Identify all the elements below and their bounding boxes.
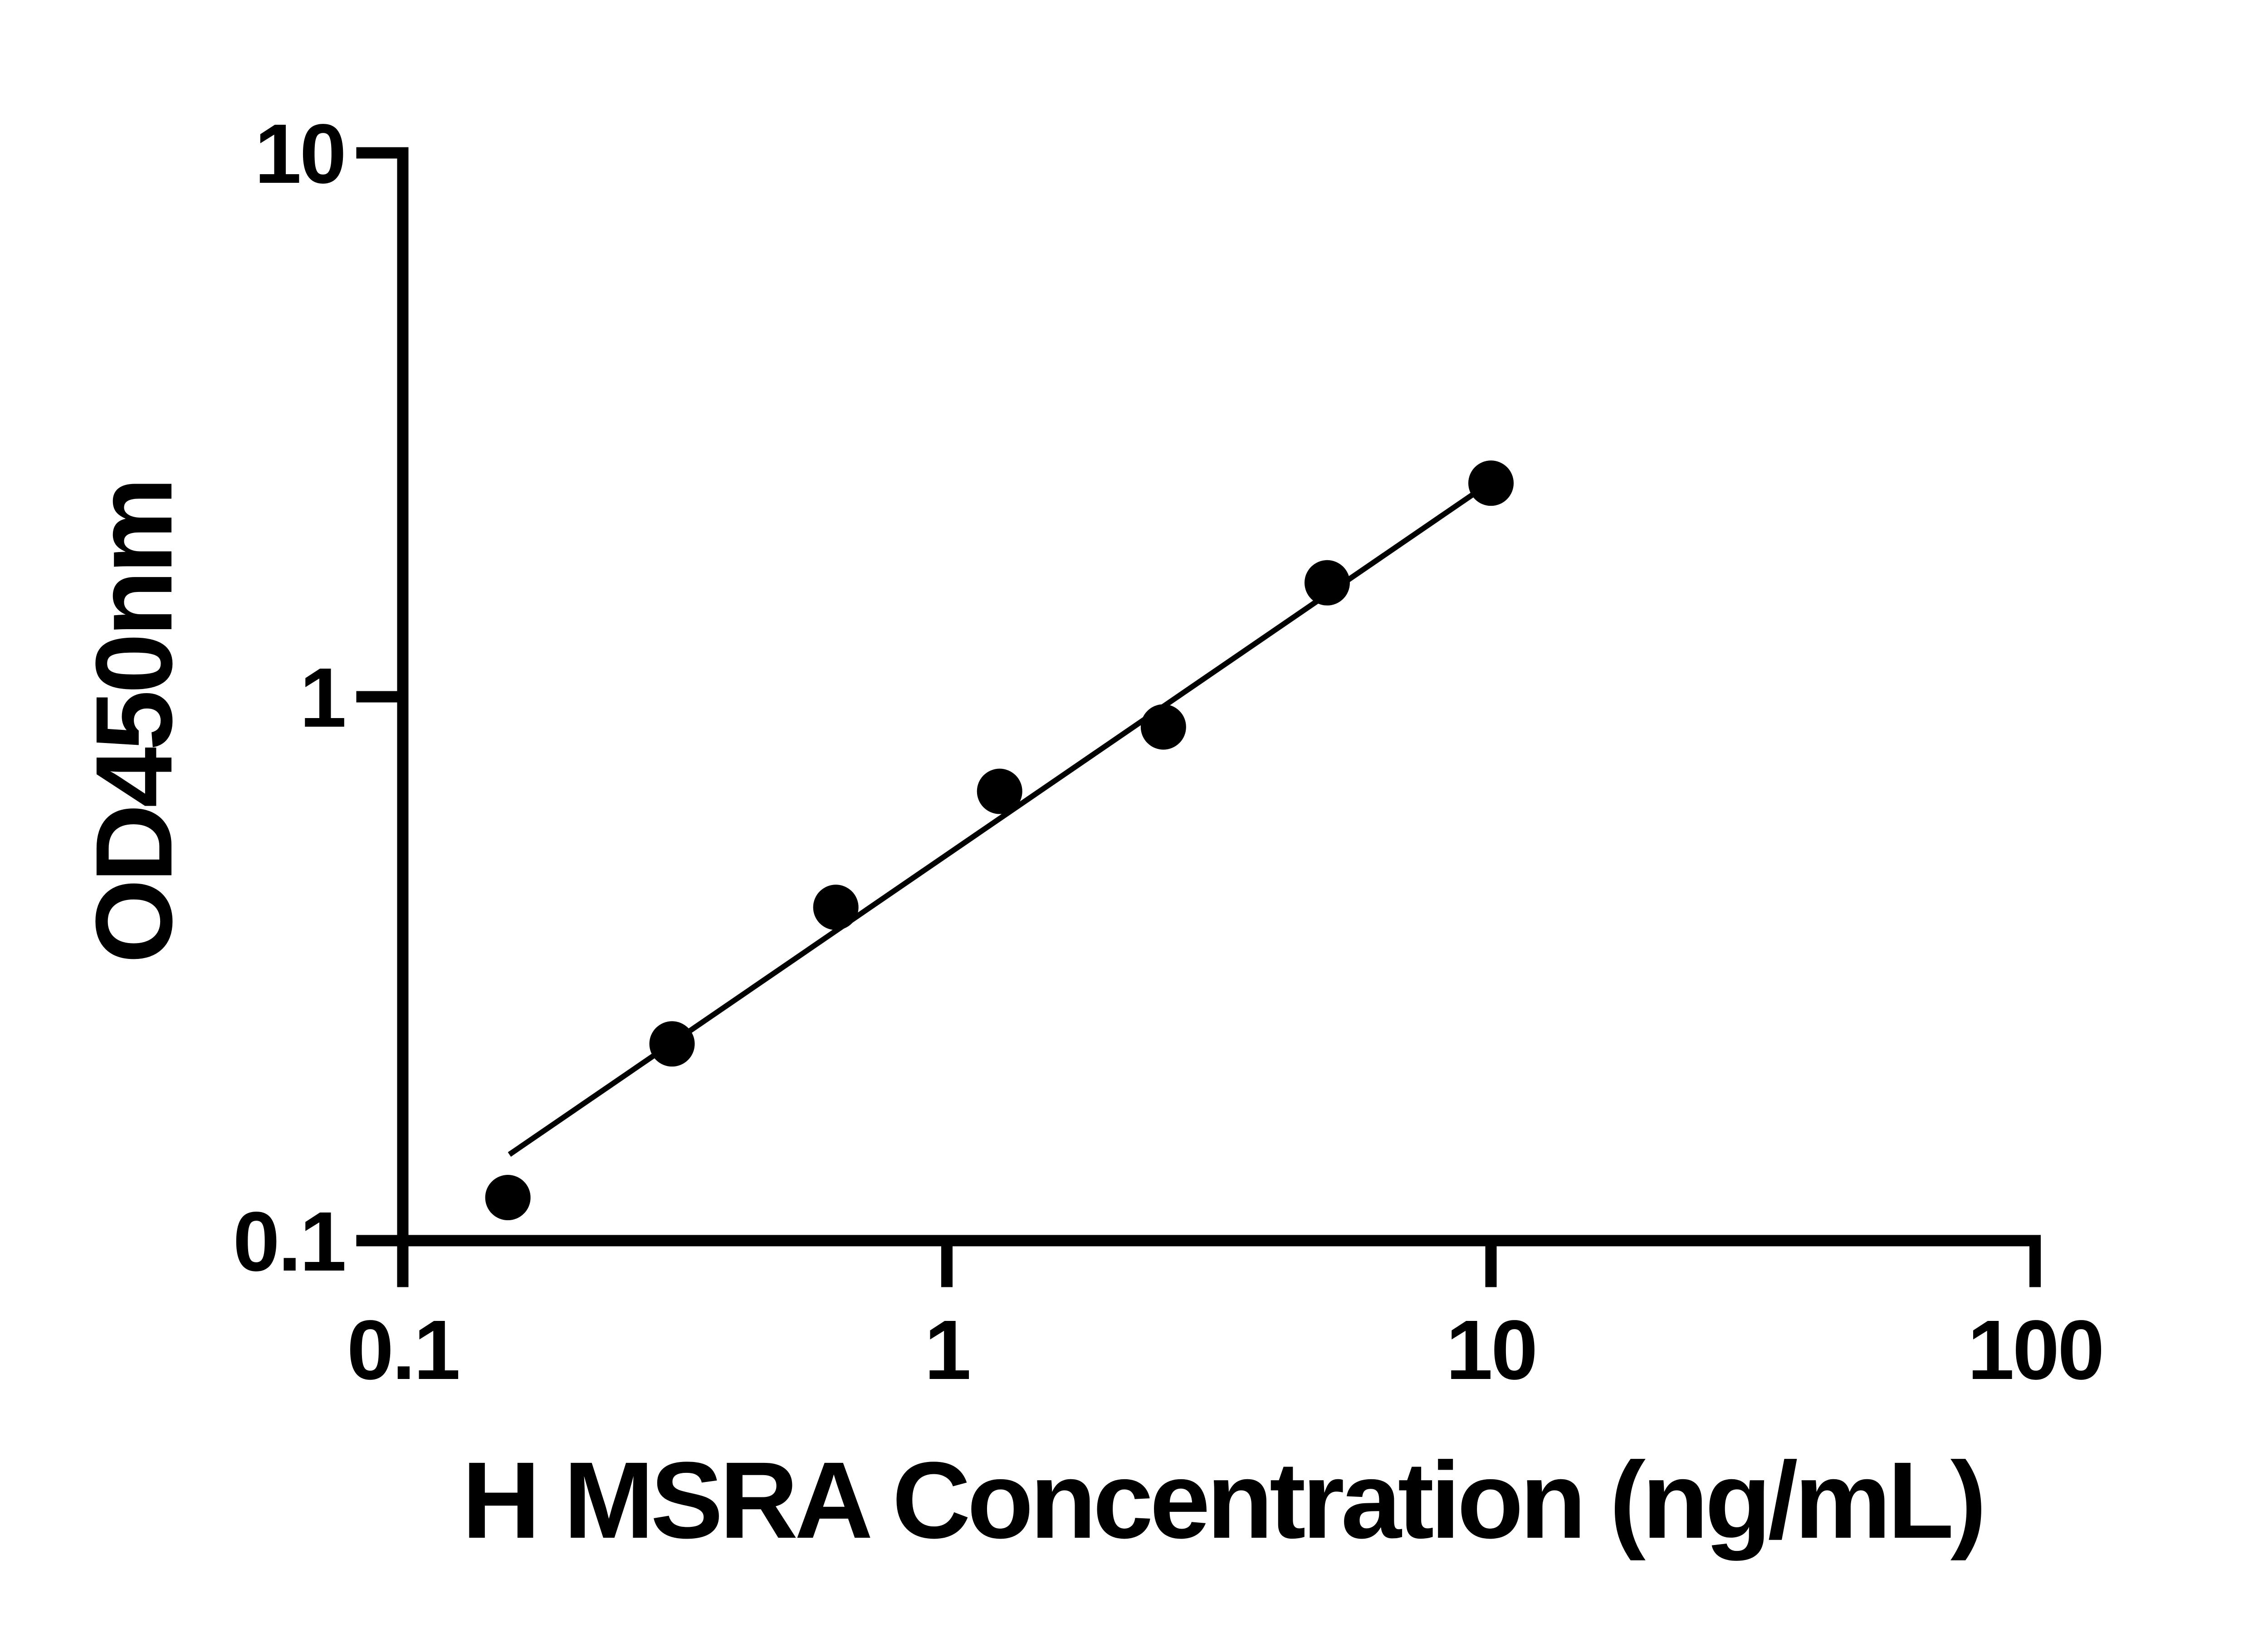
x-tick-label: 10 xyxy=(1446,1303,1536,1397)
tick-labels: 0.1 1 10 100 0.1 1 10 xyxy=(233,107,2104,1397)
y-tick-label: 10 xyxy=(254,107,345,201)
data-point xyxy=(813,885,859,930)
data-point xyxy=(649,1021,695,1067)
axes xyxy=(397,147,2041,1247)
x-tick-label: 0.1 xyxy=(347,1303,459,1397)
data-series xyxy=(485,460,1514,1221)
data-point xyxy=(485,1175,531,1221)
tick-marks xyxy=(356,147,2041,1287)
y-tick-label: 1 xyxy=(300,651,345,745)
data-point xyxy=(977,768,1022,814)
x-tick-label: 100 xyxy=(1967,1303,2102,1397)
x-axis-title: H MSRA Concentration (ng/mL) xyxy=(462,1439,1983,1561)
data-point xyxy=(1468,460,1514,506)
x-tick-label: 1 xyxy=(924,1303,969,1397)
y-tick-label: 0.1 xyxy=(233,1195,345,1289)
y-axis-title: OD450nm xyxy=(73,481,195,963)
data-point xyxy=(1304,560,1350,606)
data-point xyxy=(1140,704,1186,750)
